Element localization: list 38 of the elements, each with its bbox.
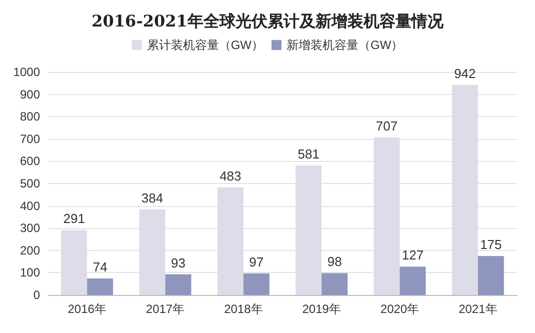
data-label: 97: [249, 254, 264, 270]
y-tick-label: 0: [33, 288, 40, 302]
data-label: 707: [376, 118, 398, 134]
data-label: 291: [63, 211, 85, 226]
bar: [478, 256, 504, 295]
data-label: 127: [402, 248, 424, 263]
data-label: 942: [454, 66, 476, 81]
y-tick-label: 200: [20, 243, 40, 258]
data-label: 483: [220, 168, 242, 184]
data-label: 98: [327, 254, 342, 270]
y-tick-label: 700: [20, 132, 40, 146]
data-label: 175: [480, 236, 502, 252]
x-tick-label: 2016年: [68, 302, 106, 316]
bar: [243, 273, 270, 295]
data-label: 384: [141, 190, 164, 206]
y-tick-label: 400: [20, 198, 40, 213]
legend-label: 累计装机容量（GW）: [146, 38, 264, 52]
bar: [322, 273, 348, 295]
x-tick-label: 2019年: [302, 302, 341, 316]
data-label: 581: [298, 146, 320, 162]
y-tick-label: 900: [20, 87, 40, 102]
legend-label: 新增装机容量（GW）: [286, 38, 404, 52]
x-tick-label: 2020年: [380, 302, 420, 316]
data-label: 93: [171, 255, 186, 270]
x-tick-label: 2018年: [224, 302, 263, 316]
y-tick-label: 500: [20, 176, 40, 190]
bar: [87, 278, 114, 295]
x-tick-label: 2021年: [458, 302, 498, 316]
y-tick-label: 100: [20, 266, 40, 280]
x-tick-label: 2017年: [146, 302, 185, 316]
y-tick-label: 600: [20, 154, 40, 168]
y-tick-label: 1000: [13, 65, 40, 79]
y-tick-label: 300: [20, 221, 40, 236]
bar: [165, 274, 192, 295]
chart-title: 2016-2021年全球光伏累计及新增装机容量情况: [92, 12, 444, 30]
bar: [400, 266, 426, 295]
data-label: 74: [92, 260, 108, 274]
y-tick-label: 800: [20, 110, 40, 124]
